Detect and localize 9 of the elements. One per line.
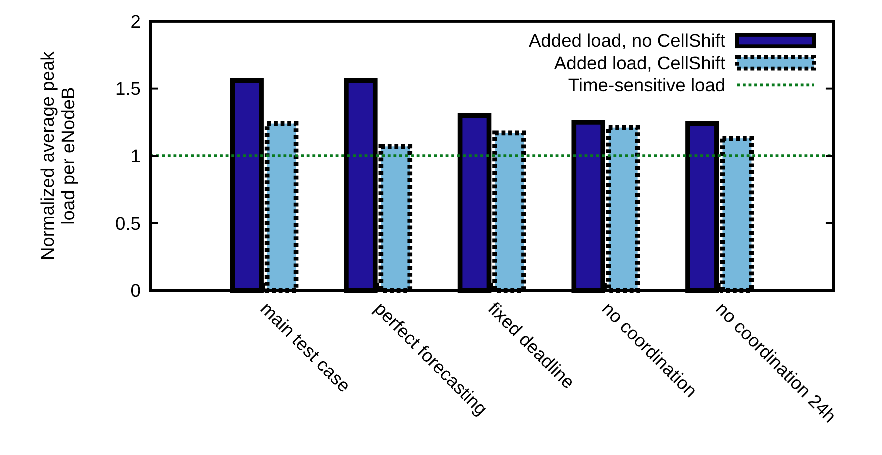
legend-label: Added load, CellShift [554,52,726,74]
legend-label: Added load, no CellShift [528,30,726,52]
y-tick-label: 0.5 [115,212,141,234]
y-axis-title: Normalized average peak load per eNodeB [37,50,78,261]
y-tick-label: 1.5 [115,78,141,100]
y-tick-label: 1 [130,146,141,167]
y-tick-label: 2 [130,10,141,32]
legend-label: Time-sensitive load [568,74,726,96]
y-tick-label: 0 [130,280,141,302]
